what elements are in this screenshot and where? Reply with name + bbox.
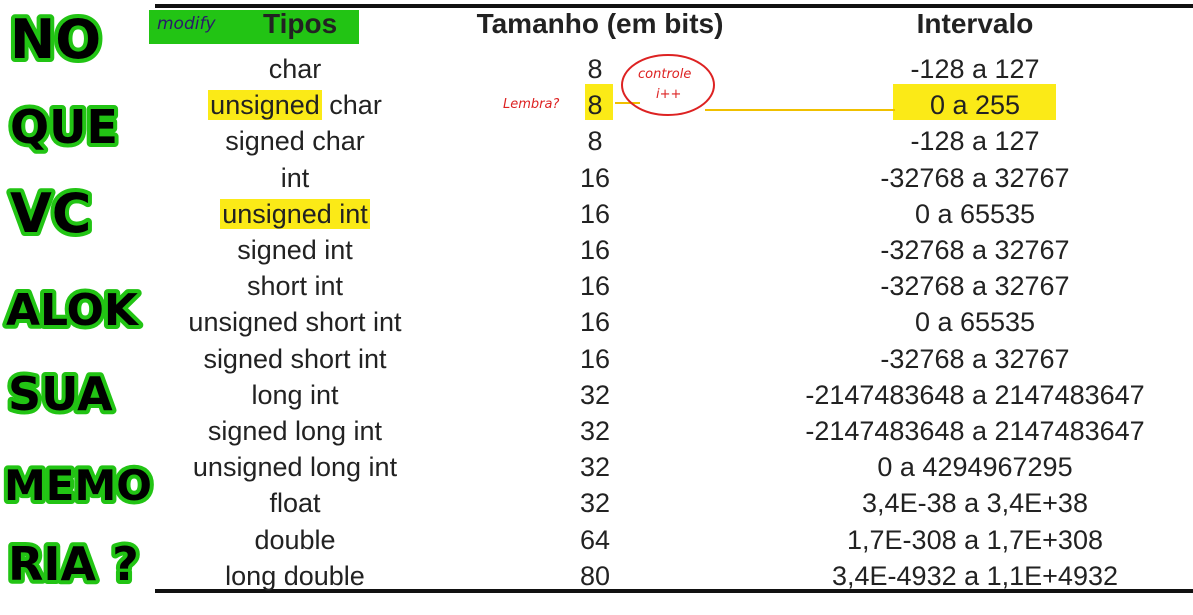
- range-highlight: [893, 84, 1056, 120]
- table-row: unsigned char 8 0 a 255: [155, 90, 1193, 126]
- size-cell: 8: [587, 54, 603, 84]
- table-row: signed char 8 -128 a 127: [155, 126, 1193, 162]
- table-row: unsigned short int 16 0 a 65535: [155, 307, 1193, 343]
- header-tipos: Tipos: [263, 8, 338, 39]
- tipo-cell: long double: [155, 561, 435, 592]
- tipo-cell: unsigned short int: [155, 307, 435, 338]
- tipo-cell: signed short int: [155, 344, 435, 375]
- tipo-text: signed long int: [207, 416, 383, 446]
- range-cell: -128 a 127: [910, 126, 1040, 157]
- tipo-cell: long int: [155, 380, 435, 411]
- range-cell: -2147483648 a 2147483647: [805, 416, 1145, 446]
- size-cell: 8: [587, 126, 603, 157]
- range-cell: 0 a 65535: [914, 198, 1036, 229]
- side-line-7: RIA ?: [8, 537, 139, 591]
- table-row: char 8 -128 a 127: [155, 54, 1193, 90]
- side-handwritten-text: NO QUE VC ALOK SUA MEMO RIA ?: [0, 0, 160, 610]
- header-tamanho: Tamanho (em bits): [476, 8, 724, 39]
- tipo-text: signed short int: [203, 343, 387, 374]
- side-line-4: ALOK: [6, 285, 140, 336]
- size-cell: 8: [587, 90, 603, 121]
- table-row: signed long int 32 -2147483648 a 214748364…: [155, 416, 1193, 452]
- table-row: short int 16 -32768 a 32767: [155, 271, 1193, 307]
- tipo-text: double: [254, 524, 336, 555]
- tipo-cell: signed char: [155, 126, 435, 157]
- size-cell: 32: [579, 452, 611, 483]
- table-row: long double 80 3,4E-4932 a 1,1E+4932: [155, 561, 1193, 597]
- range-cell: -128 a 127: [910, 54, 1040, 84]
- range-cell: -2147483648 a 2147483647: [805, 379, 1145, 410]
- range-cell: 0 a 65535: [914, 307, 1036, 338]
- size-cell: 64: [579, 524, 611, 555]
- tipo-cell: short int: [155, 271, 435, 302]
- tipo-highlight: unsigned: [208, 90, 322, 121]
- size-cell: 80: [579, 560, 611, 591]
- tipo-text: unsigned long int: [192, 452, 398, 483]
- size-cell: 32: [579, 379, 611, 410]
- tipo-text: int: [280, 162, 310, 193]
- tipo-text: signed char: [225, 126, 365, 157]
- header-green-highlight: [149, 10, 359, 44]
- range-cell: 3,4E-4932 a 1,1E+4932: [832, 560, 1118, 591]
- table-row: float 32 3,4E-38 a 3,4E+38: [155, 488, 1193, 524]
- size-cell: 32: [579, 488, 611, 519]
- side-line-3: VC: [10, 182, 91, 245]
- side-line-5: SUA: [8, 367, 113, 421]
- table-row: long int 32 -2147483648 a 2147483647: [155, 380, 1193, 416]
- side-line-1: NO: [10, 8, 101, 71]
- tipo-cell: unsigned char: [155, 90, 435, 121]
- table-row: int 16 -32768 a 32767: [155, 163, 1193, 199]
- tipo-cell: int: [155, 163, 435, 194]
- range-cell: -32768 a 32767: [880, 162, 1070, 193]
- size-cell: 16: [579, 271, 611, 302]
- table-row: unsigned long int 32 0 a 4294967295: [155, 452, 1193, 488]
- tipo-cell: char: [155, 54, 435, 85]
- tipo-text: long int: [251, 379, 339, 410]
- tipo-highlight: unsigned int: [220, 198, 370, 229]
- tipo-text: long double: [225, 560, 365, 591]
- size-cell: 16: [579, 162, 611, 193]
- tipo-cell: unsigned int: [155, 198, 435, 230]
- modify-annotation: modify: [157, 14, 216, 34]
- tipo-text: short int: [246, 271, 344, 302]
- tipo-cell: double: [155, 525, 435, 556]
- range-cell: 0 a 4294967295: [877, 452, 1073, 483]
- header-tipos-cell: modify Tipos: [149, 8, 365, 46]
- side-line-2: QUE: [10, 100, 118, 154]
- table-row: double 64 1,7E-308 a 1,7E+308: [155, 525, 1193, 561]
- side-line-6: MEMO: [4, 461, 152, 510]
- tipo-cell: float: [155, 488, 435, 519]
- table-top-rule: [155, 4, 1193, 8]
- range-cell: -32768 a 32767: [880, 343, 1070, 374]
- table-row: signed short int 16 -32768 a 32767: [155, 344, 1193, 380]
- size-cell: 32: [579, 416, 611, 446]
- table-row: signed int 16 -32768 a 32767: [155, 235, 1193, 271]
- range-cell: -32768 a 32767: [880, 235, 1070, 265]
- range-cell: 0 a 255: [929, 90, 1021, 121]
- tipo-cell: signed long int: [155, 416, 435, 447]
- size-cell: 16: [579, 235, 611, 265]
- range-cell: 1,7E-308 a 1,7E+308: [847, 524, 1103, 555]
- table-bottom-rule: [155, 589, 1193, 593]
- size-highlight: [585, 84, 613, 120]
- tipo-text: signed int: [237, 235, 353, 265]
- size-cell: 16: [579, 307, 611, 338]
- header-intervalo: Intervalo: [916, 8, 1034, 39]
- size-cell: 16: [579, 198, 611, 229]
- size-cell: 16: [579, 343, 611, 374]
- tipo-text: char: [268, 54, 322, 84]
- tipo-text: unsigned short int: [188, 307, 402, 338]
- tipo-text: float: [269, 488, 321, 519]
- range-cell: -32768 a 32767: [880, 271, 1070, 302]
- range-cell: 3,4E-38 a 3,4E+38: [862, 488, 1088, 519]
- tipo-cell: unsigned long int: [155, 452, 435, 483]
- tipo-text: char: [321, 90, 382, 121]
- tipo-cell: signed int: [155, 235, 435, 266]
- table-row: unsigned int 16 0 a 65535: [155, 198, 1193, 235]
